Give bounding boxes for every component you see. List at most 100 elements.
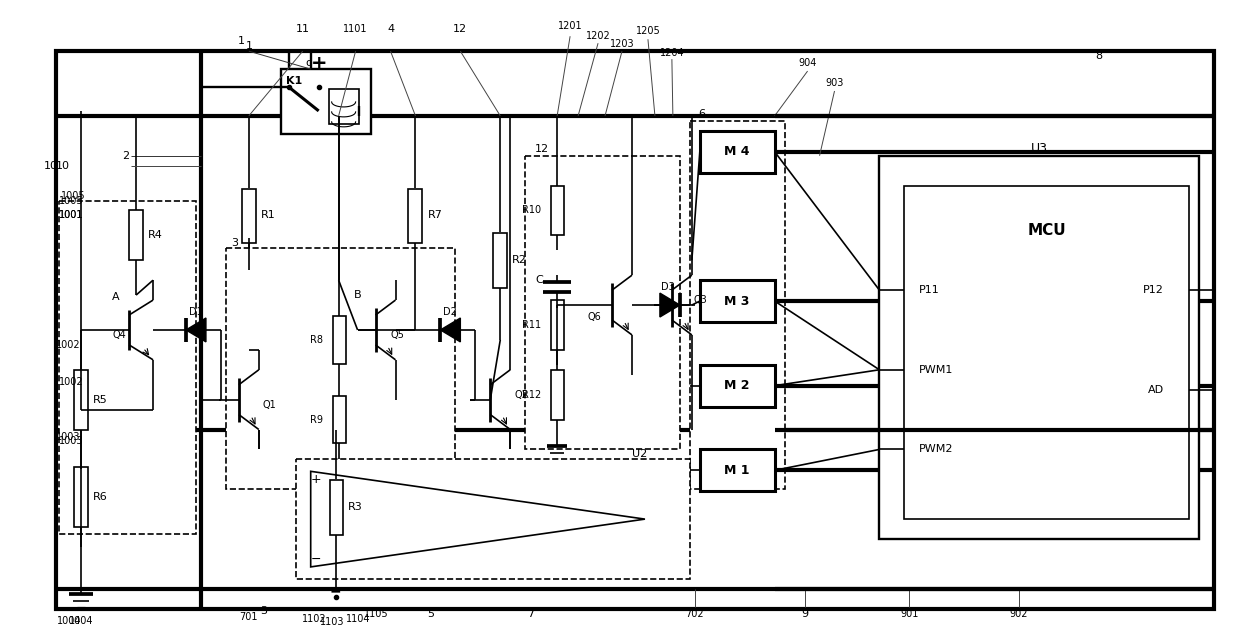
Bar: [551, 370, 564, 420]
Bar: [690, 121, 784, 489]
Text: Q4: Q4: [113, 330, 126, 340]
Text: 1201: 1201: [558, 22, 582, 31]
Text: 1004: 1004: [57, 616, 82, 625]
Text: R6: R6: [93, 492, 108, 502]
Text: R4: R4: [147, 231, 164, 241]
Text: 1005: 1005: [61, 190, 85, 201]
Text: 1202: 1202: [586, 31, 611, 41]
Text: PWM1: PWM1: [919, 364, 954, 375]
Text: 1002: 1002: [56, 340, 81, 350]
Text: +: +: [311, 53, 327, 72]
Text: 903: 903: [825, 78, 844, 88]
Text: 12: 12: [453, 24, 467, 34]
Text: 1001: 1001: [59, 210, 84, 220]
Bar: [330, 480, 343, 535]
Polygon shape: [440, 318, 461, 342]
Text: 2: 2: [123, 150, 130, 161]
Text: 701: 701: [239, 612, 258, 622]
Text: C: C: [535, 275, 543, 285]
Text: D3: D3: [662, 282, 675, 292]
Text: R3: R3: [348, 502, 362, 512]
Text: R7: R7: [427, 210, 442, 220]
Text: PWM2: PWM2: [919, 444, 954, 455]
Text: M 2: M 2: [724, 379, 750, 392]
Text: B: B: [354, 290, 362, 300]
Text: P12: P12: [1142, 285, 1163, 295]
Text: 1105: 1105: [364, 609, 389, 618]
Bar: [242, 189, 255, 243]
Text: Q6: Q6: [587, 312, 601, 322]
Text: 1104: 1104: [347, 613, 370, 624]
Text: 1: 1: [245, 41, 253, 51]
Bar: [332, 316, 346, 364]
Bar: [700, 364, 774, 406]
Bar: [525, 156, 680, 450]
Text: 10: 10: [45, 161, 58, 171]
Bar: [409, 189, 422, 243]
Text: 702: 702: [685, 609, 704, 618]
Bar: [56, 51, 1214, 609]
Text: 1205: 1205: [636, 26, 660, 36]
Bar: [129, 210, 142, 260]
Text: o: o: [305, 58, 312, 68]
Text: 902: 902: [1010, 609, 1028, 618]
Text: U3: U3: [1031, 142, 1047, 155]
Text: A: A: [113, 292, 120, 302]
Text: 1: 1: [238, 36, 244, 46]
Bar: [493, 234, 507, 288]
Text: 1003: 1003: [56, 432, 81, 443]
Bar: [59, 201, 196, 534]
Text: 6: 6: [698, 109, 705, 119]
Text: −: −: [311, 552, 321, 565]
Text: 1204: 1204: [659, 48, 684, 58]
Text: 9: 9: [802, 609, 808, 618]
Text: D1: D1: [190, 307, 203, 317]
Text: 1003: 1003: [59, 436, 84, 446]
Text: 1004: 1004: [69, 616, 93, 625]
Text: +: +: [311, 473, 321, 486]
Text: 5: 5: [427, 609, 434, 618]
Text: 1002: 1002: [59, 377, 84, 387]
Bar: [700, 280, 774, 322]
Text: 10: 10: [56, 161, 71, 171]
Bar: [332, 396, 346, 443]
Polygon shape: [660, 293, 680, 317]
Text: R1: R1: [260, 210, 275, 220]
Text: 1102: 1102: [302, 613, 327, 624]
Text: M 1: M 1: [724, 464, 750, 477]
Text: 12: 12: [535, 144, 549, 154]
Text: R10: R10: [522, 206, 541, 215]
Bar: [281, 69, 370, 134]
Text: 4: 4: [387, 24, 394, 34]
Text: 3: 3: [260, 606, 268, 616]
Text: R9: R9: [310, 415, 322, 425]
Text: 1203: 1203: [610, 39, 634, 49]
Text: R2: R2: [512, 255, 527, 265]
Bar: [700, 450, 774, 491]
Bar: [296, 459, 690, 579]
Text: U2: U2: [632, 450, 648, 459]
Bar: [225, 248, 456, 489]
Text: 7: 7: [527, 609, 534, 618]
Text: 8: 8: [1095, 51, 1103, 61]
Text: Q5: Q5: [390, 330, 404, 340]
Text: R8: R8: [310, 335, 322, 345]
Bar: [880, 156, 1198, 539]
Text: 901: 901: [901, 609, 918, 618]
Text: Q3: Q3: [694, 295, 707, 305]
Text: M 3: M 3: [724, 295, 750, 307]
Text: K1: K1: [286, 76, 302, 86]
Polygon shape: [186, 318, 206, 342]
Text: MCU: MCU: [1027, 223, 1067, 238]
Text: 3: 3: [230, 238, 238, 248]
Bar: [904, 185, 1188, 519]
Text: P11: P11: [919, 285, 940, 295]
Text: −: −: [330, 585, 342, 599]
Bar: [74, 467, 88, 527]
Bar: [551, 185, 564, 236]
Text: R11: R11: [522, 320, 541, 330]
Bar: [551, 300, 564, 350]
Text: 1101: 1101: [343, 24, 368, 34]
Bar: [700, 131, 774, 173]
Text: D2: D2: [444, 307, 457, 317]
